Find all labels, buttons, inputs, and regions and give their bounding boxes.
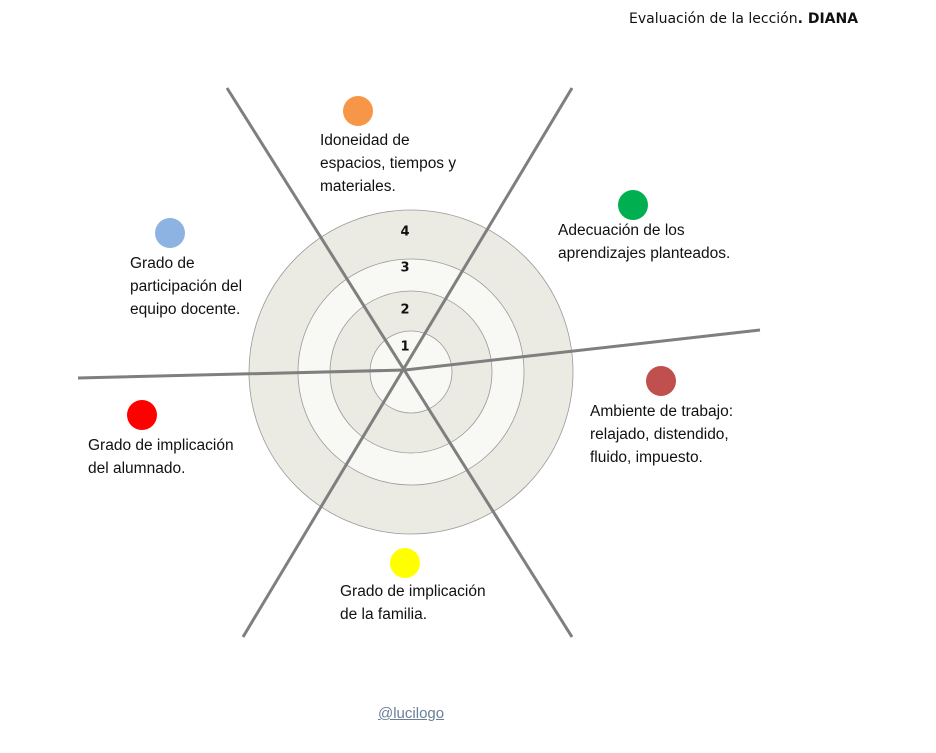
label-line: Ambiente de trabajo: bbox=[590, 403, 734, 420]
category-label: Idoneidad de espacios, tiempos y materia… bbox=[320, 129, 456, 198]
ring-label-2: 2 bbox=[400, 302, 410, 318]
label-line: de la familia. bbox=[340, 606, 428, 623]
category-label: Grado de implicación de la familia. bbox=[340, 580, 486, 626]
orange-dot bbox=[343, 96, 373, 126]
label-line: Grado de bbox=[130, 255, 195, 272]
darkred-dot bbox=[646, 366, 676, 396]
label-line: fluido, impuesto. bbox=[590, 449, 703, 466]
red-dot bbox=[127, 400, 157, 430]
ring-label-1: 1 bbox=[400, 339, 410, 355]
label-line: Adecuación de los bbox=[558, 222, 685, 239]
label-line: aprendizajes planteados. bbox=[558, 245, 731, 262]
green-dot bbox=[618, 190, 648, 220]
ring-label-4: 4 bbox=[400, 224, 410, 240]
label-line: participación del bbox=[130, 278, 243, 295]
author-link[interactable]: @lucilogo bbox=[378, 705, 445, 722]
label-line: Idoneidad de bbox=[320, 132, 410, 149]
label-line: Grado de implicación bbox=[88, 437, 234, 454]
category-label: Grado de participación del equipo docent… bbox=[130, 252, 242, 321]
blue-dot bbox=[155, 218, 185, 248]
ring-label-3: 3 bbox=[400, 260, 410, 276]
axis-line bbox=[225, 87, 574, 638]
yellow-dot bbox=[390, 548, 420, 578]
label-line: materiales. bbox=[320, 178, 396, 195]
category-label: Grado de implicación del alumnado. bbox=[88, 434, 234, 480]
label-line: espacios, tiempos y bbox=[320, 155, 457, 172]
label-line: equipo docente. bbox=[130, 301, 241, 318]
label-line: del alumnado. bbox=[88, 460, 186, 477]
axis-line bbox=[241, 87, 574, 638]
category-label: Adecuación de los aprendizajes planteado… bbox=[558, 219, 730, 265]
label-line: Grado de implicación bbox=[340, 583, 486, 600]
page-title: Evaluación de la lección. DIANA bbox=[629, 11, 858, 27]
category-label: Ambiente de trabajo: relajado, distendid… bbox=[590, 400, 733, 469]
title-text: Evaluación de la lección bbox=[629, 11, 798, 27]
axis-line bbox=[77, 328, 761, 380]
title-bold: . DIANA bbox=[797, 11, 859, 27]
label-line: relajado, distendido, bbox=[590, 426, 729, 443]
